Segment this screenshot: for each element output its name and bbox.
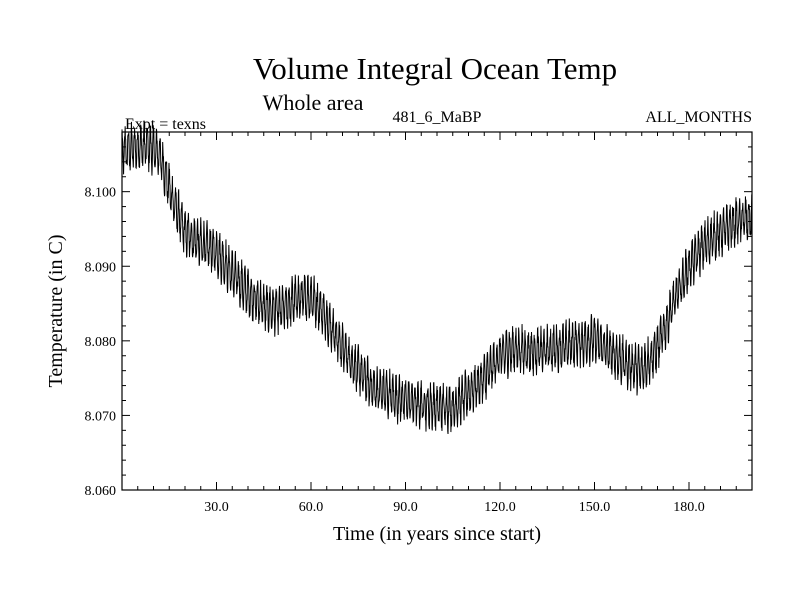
chart-subtitle: Whole area [263, 90, 364, 115]
x-tick-label: 180.0 [673, 500, 705, 515]
y-tick-label: 8.070 [85, 409, 117, 424]
header-left-label: Expt = texns [125, 116, 206, 133]
x-tick-label: 150.0 [579, 500, 611, 515]
y-tick-label: 8.100 [85, 186, 117, 201]
y-tick-label: 8.090 [85, 260, 117, 275]
x-tick-label: 60.0 [299, 500, 324, 515]
chart-title: Volume Integral Ocean Temp [253, 51, 617, 86]
series-layer [121, 120, 753, 434]
header-right-label: ALL_MONTHS [645, 109, 752, 126]
plot-frame [121, 131, 753, 491]
tick-layer: 30.0 60.0 90.0 120.0 150.0 180.0 8.060 8.070 8.0… [85, 131, 752, 515]
y-tick-label: 8.060 [85, 484, 117, 499]
x-tick-label: 120.0 [484, 500, 516, 515]
header-center-label: 481_6_MaBP [393, 109, 482, 126]
series-line [121, 120, 753, 434]
y-axis-label: Temperature (in C) [45, 235, 67, 388]
x-axis-label: Time (in years since start) [333, 523, 541, 545]
x-tick-label: 30.0 [204, 500, 229, 515]
y-tick-label: 8.080 [85, 335, 117, 350]
x-tick-label: 90.0 [393, 500, 418, 515]
